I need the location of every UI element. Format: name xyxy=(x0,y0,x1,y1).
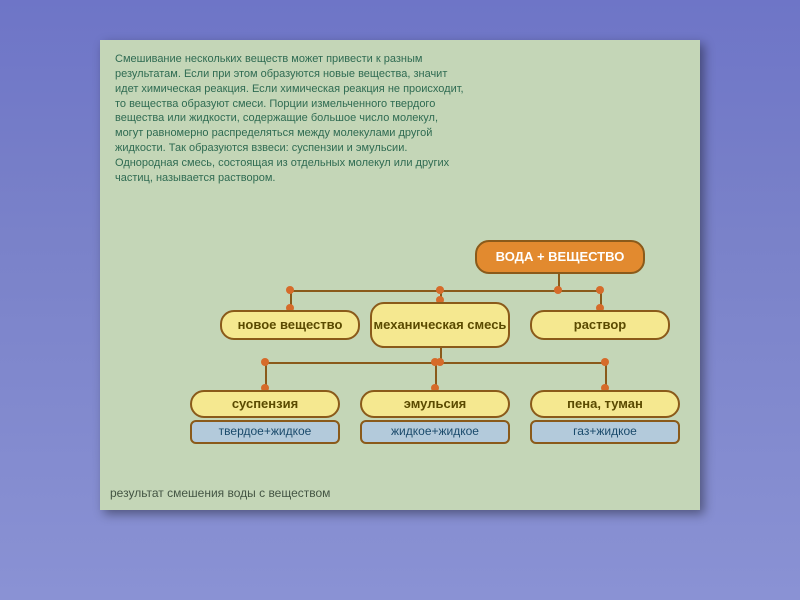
junction-dot xyxy=(431,358,439,366)
node-new-substance: новое вещество xyxy=(220,310,360,340)
node-label: эмульсия xyxy=(404,397,467,411)
node-suspension: суспензия xyxy=(190,390,340,418)
junction-dot xyxy=(286,286,294,294)
node-label: механическая смесь xyxy=(374,318,507,332)
node-solid-liquid: твердое+жидкое xyxy=(190,420,340,444)
node-label: жидкое+жидкое xyxy=(391,425,479,438)
node-root: ВОДА + ВЕЩЕСТВО xyxy=(475,240,645,274)
junction-dot xyxy=(436,286,444,294)
caption: результат смешения воды с веществом xyxy=(110,486,330,500)
node-emulsion: эмульсия xyxy=(360,390,510,418)
node-solution: раствор xyxy=(530,310,670,340)
node-liquid-liquid: жидкое+жидкое xyxy=(360,420,510,444)
junction-dot xyxy=(261,358,269,366)
node-label: раствор xyxy=(574,318,626,332)
junction-dot xyxy=(601,358,609,366)
node-label: пена, туман xyxy=(567,397,643,411)
node-mechanical-mix: механическая смесь xyxy=(370,302,510,348)
node-gas-liquid: газ+жидкое xyxy=(530,420,680,444)
diagram-panel: Смешивание нескольких веществ может прив… xyxy=(100,40,700,510)
node-label: суспензия xyxy=(232,397,298,411)
node-label: ВОДА + ВЕЩЕСТВО xyxy=(496,250,625,264)
node-label: газ+жидкое xyxy=(573,425,637,438)
intro-paragraph: Смешивание нескольких веществ может прив… xyxy=(115,52,465,186)
junction-dot xyxy=(554,286,562,294)
node-foam-mist: пена, туман xyxy=(530,390,680,418)
node-label: твердое+жидкое xyxy=(219,425,312,438)
node-label: новое вещество xyxy=(238,318,343,332)
junction-dot xyxy=(596,286,604,294)
